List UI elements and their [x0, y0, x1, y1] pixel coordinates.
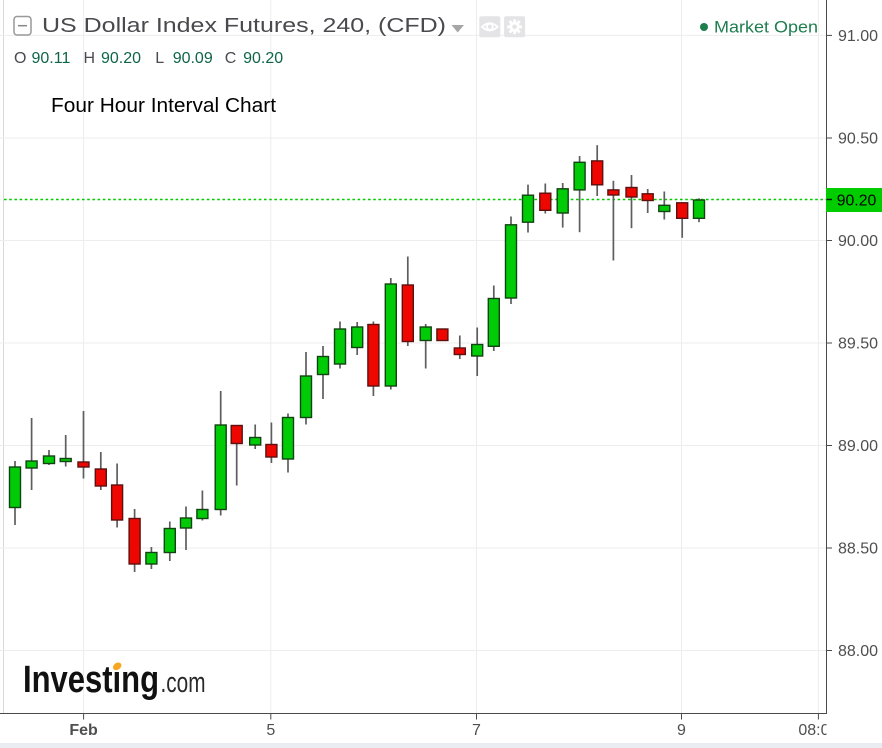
svg-text:88.50: 88.50: [838, 541, 878, 558]
svg-text:89.50: 89.50: [838, 336, 878, 353]
svg-text:Four Hour Interval Chart: Four Hour Interval Chart: [51, 95, 276, 117]
svg-text:90.20: 90.20: [243, 50, 283, 67]
svg-text:Investıng: Investıng: [23, 659, 159, 701]
svg-text:90.00: 90.00: [838, 233, 878, 250]
svg-text:5: 5: [266, 722, 275, 739]
svg-text:91.00: 91.00: [838, 28, 878, 45]
svg-text:US Dollar Index Futures, 240,: US Dollar Index Futures, 240, (CFD): [42, 15, 446, 37]
svg-text:L: L: [155, 50, 164, 67]
svg-text:90.11: 90.11: [32, 50, 71, 67]
svg-text:08:00: 08:00: [798, 722, 838, 739]
svg-text:9: 9: [677, 722, 686, 739]
svg-text:90.20: 90.20: [837, 192, 877, 209]
svg-text:88.00: 88.00: [838, 643, 878, 660]
svg-text:90.20: 90.20: [101, 50, 141, 67]
svg-text:7: 7: [472, 722, 481, 739]
svg-text:Market Open: Market Open: [714, 18, 818, 37]
svg-text:C: C: [225, 50, 237, 67]
svg-text:Feb: Feb: [69, 722, 98, 739]
svg-text:O: O: [14, 50, 26, 67]
svg-text:.com: .com: [161, 667, 206, 699]
svg-text:90.50: 90.50: [838, 131, 878, 148]
svg-text:H: H: [84, 50, 96, 67]
svg-text:89.00: 89.00: [838, 438, 878, 455]
svg-text:90.09: 90.09: [173, 50, 213, 67]
